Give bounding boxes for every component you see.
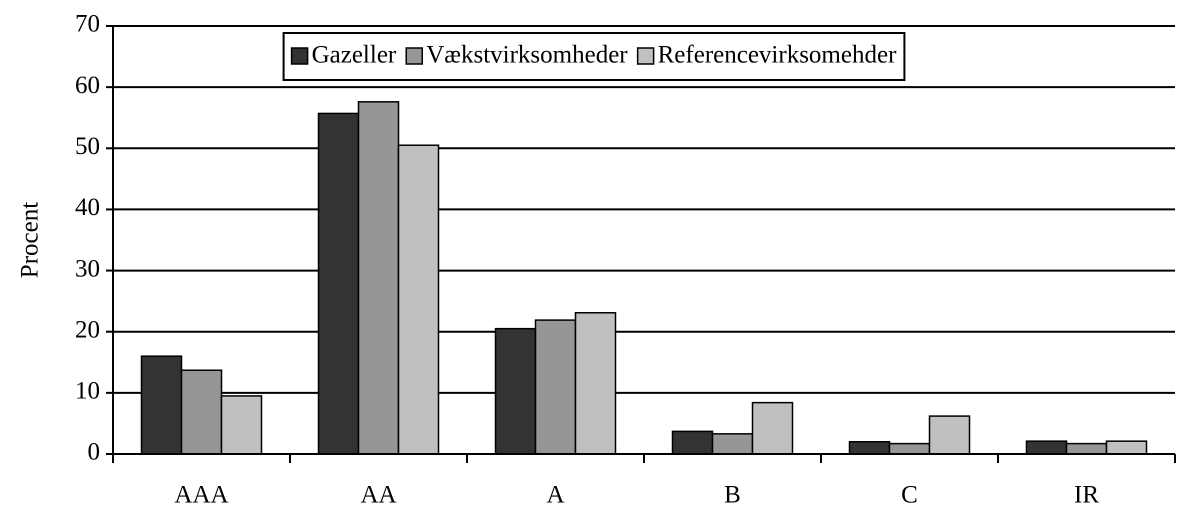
y-tick-label: 10 — [75, 378, 100, 405]
legend-swatch — [405, 47, 423, 65]
x-tick-label: C — [901, 482, 918, 509]
y-tick-label: 20 — [75, 316, 100, 343]
y-tick-label: 60 — [75, 72, 100, 99]
bar — [1025, 440, 1068, 455]
x-tick-label: B — [724, 482, 741, 509]
bar — [1105, 440, 1148, 455]
bar — [671, 430, 714, 455]
bar — [220, 395, 263, 455]
legend — [282, 32, 906, 81]
x-tick-label: A — [546, 482, 564, 509]
y-tick-label: 40 — [75, 194, 100, 221]
y-axis-label: Procent — [17, 202, 44, 278]
bar — [848, 441, 891, 455]
bar — [357, 101, 400, 455]
y-tick-label: 30 — [75, 255, 100, 282]
legend-swatch — [290, 47, 309, 65]
y-tick-label: 70 — [75, 11, 100, 38]
bar — [140, 355, 183, 455]
bar — [397, 144, 440, 455]
y-tick-label: 0 — [88, 439, 101, 466]
y-tick-label: 50 — [75, 133, 100, 160]
bar — [711, 433, 754, 455]
bar — [928, 415, 971, 455]
bar — [494, 327, 537, 455]
bar — [574, 312, 617, 455]
bar — [317, 112, 360, 455]
bar — [1065, 442, 1108, 455]
legend-label: Vækstvirksomheder — [426, 42, 628, 69]
legend-label: Referencevirksomehder — [658, 42, 897, 69]
bar — [751, 401, 794, 455]
legend-label: Gazeller — [312, 42, 397, 69]
x-tick-label: AA — [360, 482, 396, 509]
bar — [534, 319, 577, 455]
bar — [180, 369, 223, 455]
legend-swatch — [636, 47, 655, 65]
bar — [888, 442, 931, 455]
x-tick-label: IR — [1074, 482, 1099, 509]
x-tick-label: AAA — [174, 482, 228, 509]
